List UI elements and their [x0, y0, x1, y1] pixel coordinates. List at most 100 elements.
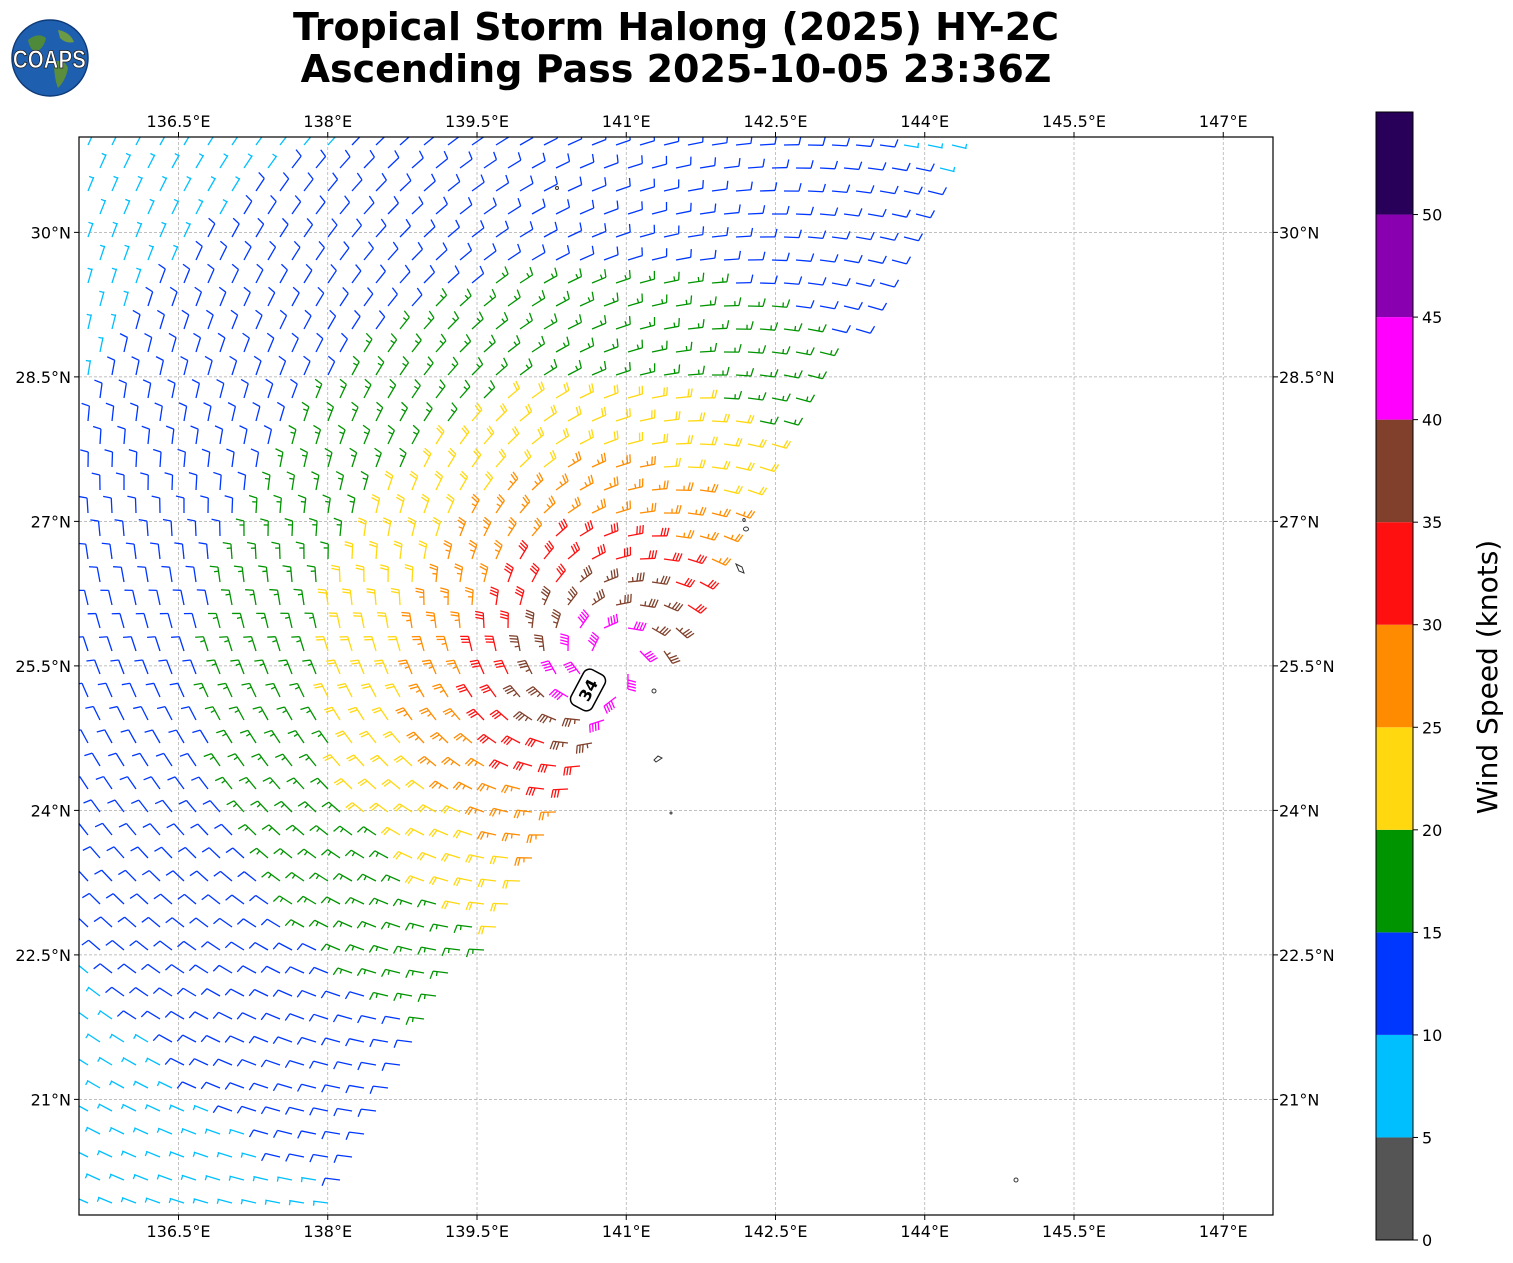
wind-barb	[231, 137, 239, 146]
wind-barb	[495, 220, 509, 238]
wind-barb	[711, 557, 732, 566]
wind-barb	[313, 424, 322, 445]
wind-barb	[298, 753, 317, 767]
wind-barb	[153, 940, 173, 951]
wind-barb	[154, 846, 173, 859]
wind-barb	[502, 684, 521, 698]
wind-barb	[115, 472, 125, 491]
wind-barb	[200, 1034, 221, 1043]
wind-barb	[368, 540, 378, 560]
wind-barb	[711, 366, 730, 376]
colorbar-segment	[1376, 727, 1413, 830]
wind-barb	[591, 543, 606, 560]
wind-barb	[735, 509, 756, 519]
wind-barb	[236, 1012, 257, 1020]
wind-barb	[207, 263, 215, 284]
wind-barb	[903, 233, 924, 242]
wind-barb	[502, 879, 521, 889]
wind-barb	[164, 472, 174, 491]
wind-barb	[393, 755, 413, 767]
wind-barb	[420, 493, 430, 514]
wind-barb	[723, 437, 743, 447]
wind-barb	[418, 540, 428, 560]
wind-barb	[363, 241, 374, 261]
wind-barb	[169, 286, 178, 307]
wind-barb	[109, 1033, 125, 1043]
wind-barb	[639, 502, 657, 514]
wind-barb	[399, 401, 409, 422]
wind-barb	[466, 708, 485, 721]
wind-barb	[465, 854, 485, 864]
y-tick-label-right: 24°N	[1279, 801, 1319, 820]
wind-barb	[903, 186, 923, 195]
wind-barb	[651, 433, 669, 445]
wind-barb	[261, 871, 281, 882]
wind-barb	[271, 541, 281, 560]
wind-barb	[380, 874, 401, 882]
wind-barb	[315, 241, 326, 261]
wind-barb	[441, 900, 461, 910]
wind-barb	[495, 494, 505, 514]
wind-barb	[154, 799, 173, 813]
wind-barb	[723, 343, 742, 353]
island-outlines	[555, 186, 1019, 1183]
wind-barb	[591, 498, 607, 514]
wind-barb	[339, 378, 347, 399]
wind-barb	[99, 636, 113, 652]
wind-barb	[524, 737, 545, 748]
wind-barb	[84, 752, 101, 767]
wind-barb	[94, 869, 113, 882]
wind-barb	[300, 1176, 317, 1183]
wind-barb	[663, 457, 682, 468]
wind-barb	[171, 152, 180, 169]
wind-barb	[381, 1015, 401, 1025]
wind-barb	[639, 270, 656, 284]
wind-barb	[130, 846, 149, 859]
wind-barb	[189, 870, 209, 882]
wind-barb	[252, 706, 269, 721]
wind-barb	[344, 896, 365, 905]
wind-barb	[663, 650, 681, 664]
wind-barb	[428, 828, 449, 838]
wind-barb	[165, 870, 185, 882]
wind-barb	[108, 1080, 125, 1089]
wind-barb	[152, 448, 162, 468]
wind-barb	[272, 989, 293, 997]
wind-barb	[711, 320, 730, 330]
wind-barb	[177, 846, 197, 859]
wind-barb	[627, 673, 637, 692]
colorbar-tick-label: 15	[1422, 923, 1442, 942]
wind-barb	[603, 568, 619, 583]
wind-barb	[567, 541, 581, 560]
wind-barb	[331, 564, 341, 583]
wind-barb	[303, 137, 312, 146]
wind-barb	[471, 448, 482, 468]
wind-barb	[291, 195, 302, 215]
wind-barb	[218, 286, 227, 307]
wind-barb	[333, 825, 353, 836]
wind-barb	[159, 137, 166, 146]
wind-barb	[493, 539, 503, 560]
wind-barb	[363, 149, 375, 169]
wind-barb	[536, 713, 557, 724]
wind-barb	[79, 775, 89, 790]
wind-barb	[188, 1011, 209, 1020]
wind-barb	[296, 942, 317, 951]
wind-barb	[382, 731, 401, 744]
wind-barb	[699, 389, 718, 399]
wind-barb	[125, 542, 137, 560]
wind-barb	[86, 313, 92, 330]
wind-barb	[335, 471, 345, 491]
wind-barb	[280, 612, 293, 629]
wind-barb	[320, 943, 341, 952]
wind-barb	[404, 922, 425, 931]
wind-barb	[165, 917, 185, 928]
wind-barb	[278, 355, 287, 376]
wind-barb	[111, 221, 118, 238]
wind-barb	[192, 1104, 209, 1112]
wind-barb	[459, 379, 471, 399]
wind-barb	[145, 682, 161, 698]
wind-barb	[179, 752, 197, 767]
wind-barb	[159, 612, 173, 629]
wind-barb	[735, 227, 754, 238]
